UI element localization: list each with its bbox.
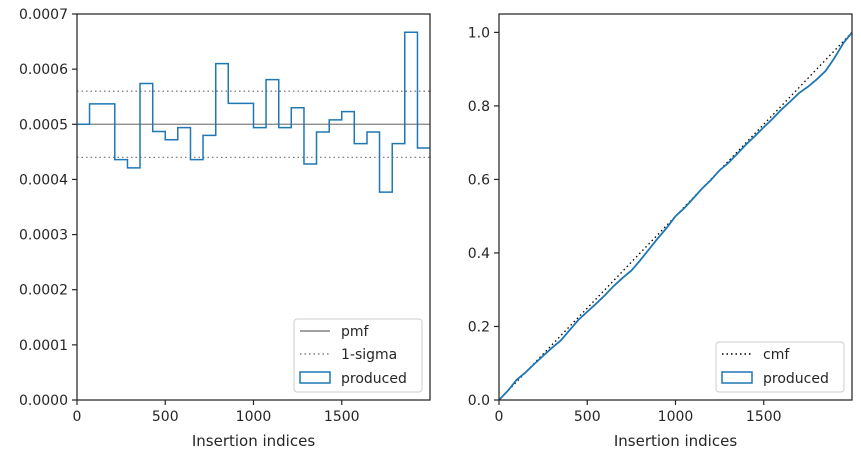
y-tick-label: 0.0003 — [19, 228, 68, 244]
legend-cmf-label: cmf — [763, 347, 790, 363]
x-tick-label: 0 — [73, 409, 82, 425]
x-tick-label: 1500 — [324, 409, 360, 425]
left-x-axis-label: Insertion indices — [192, 432, 315, 450]
right-x-axis-label: Insertion indices — [614, 432, 737, 450]
x-tick-label: 500 — [152, 409, 179, 425]
y-tick-label: 0.0006 — [19, 62, 68, 78]
y-tick-label: 0.0004 — [19, 172, 68, 188]
x-tick-label: 1000 — [236, 409, 272, 425]
legend-produced-label: produced — [763, 371, 829, 387]
legend-produced-swatch — [721, 371, 753, 384]
y-tick-label: 0.8 — [468, 99, 490, 115]
right-legend: cmf produced — [715, 341, 845, 393]
x-tick-label: 500 — [574, 409, 601, 425]
legend-produced-swatch — [299, 371, 331, 384]
y-tick-label: 0.0002 — [19, 283, 68, 299]
right-plot: 0 500 1000 1500 0.0 0.2 0.4 0.6 0.8 1.0 Insertio… — [468, 13, 853, 450]
left-plot: 0 500 1000 1500 0.0000 0.0001 0.0002 0.0003 0.0… — [19, 7, 431, 450]
x-tick-label: 1000 — [658, 409, 694, 425]
y-tick-label: 0.0007 — [19, 7, 68, 23]
y-tick-label: 0.0000 — [19, 393, 68, 409]
x-tick-label: 1500 — [746, 409, 782, 425]
y-tick-label: 0.6 — [468, 172, 490, 188]
y-tick-label: 0.0 — [468, 393, 490, 409]
y-tick-label: 0.4 — [468, 246, 490, 262]
produced-step — [77, 31, 430, 193]
legend-pmf-label: pmf — [341, 324, 370, 340]
y-tick-label: 1.0 — [468, 25, 490, 41]
y-tick-label: 0.0001 — [19, 338, 68, 354]
y-tick-label: 0.2 — [468, 319, 490, 335]
legend-produced-label: produced — [341, 371, 407, 387]
x-tick-label: 0 — [495, 409, 504, 425]
left-legend: pmf 1-sigma produced — [293, 318, 423, 393]
y-tick-label: 0.0005 — [19, 117, 68, 133]
produced-line — [498, 31, 853, 401]
legend-sigma-label: 1-sigma — [341, 347, 397, 363]
